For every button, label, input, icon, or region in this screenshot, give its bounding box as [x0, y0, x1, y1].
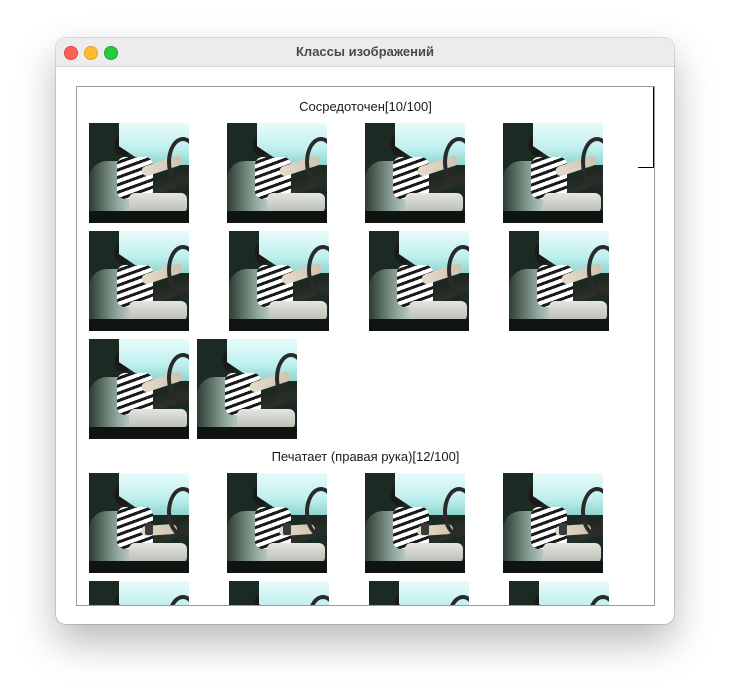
- thumbnail-texting-8[interactable]: [509, 581, 609, 605]
- thumbnail-focused-5[interactable]: [89, 231, 189, 331]
- main-window: Классы изображений Сосредоточен[10/100] …: [56, 38, 674, 624]
- scroll-indicator: [653, 87, 654, 167]
- thumbnail-texting-4[interactable]: [503, 473, 603, 573]
- thumbnail-texting-1[interactable]: [89, 473, 189, 573]
- thumbnail-focused-1[interactable]: [89, 123, 189, 223]
- maximize-button[interactable]: [104, 46, 118, 60]
- title-bar[interactable]: Классы изображений: [56, 38, 674, 67]
- image-classes-panel[interactable]: Сосредоточен[10/100] Печатает (правая ру…: [76, 86, 655, 606]
- thumbnail-focused-6[interactable]: [229, 231, 329, 331]
- scroll-indicator-tick: [638, 167, 654, 168]
- minimize-button[interactable]: [84, 46, 98, 60]
- thumbnail-focused-9[interactable]: [89, 339, 189, 439]
- thumbnail-texting-5[interactable]: [89, 581, 189, 605]
- section-title-texting-right: Печатает (правая рука)[12/100]: [271, 449, 460, 464]
- thumbnail-texting-6[interactable]: [229, 581, 329, 605]
- thumbnail-focused-8[interactable]: [509, 231, 609, 331]
- thumbnail-texting-3[interactable]: [365, 473, 465, 573]
- thumbnail-focused-3[interactable]: [365, 123, 465, 223]
- thumbnail-texting-7[interactable]: [369, 581, 469, 605]
- thumbnail-focused-10[interactable]: [197, 339, 297, 439]
- thumbnail-focused-4[interactable]: [503, 123, 603, 223]
- section-title-focused: Сосредоточен[10/100]: [299, 99, 432, 114]
- thumbnail-focused-2[interactable]: [227, 123, 327, 223]
- close-button[interactable]: [64, 46, 78, 60]
- window-title: Классы изображений: [296, 44, 434, 59]
- thumbnail-focused-7[interactable]: [369, 231, 469, 331]
- thumbnail-texting-2[interactable]: [227, 473, 327, 573]
